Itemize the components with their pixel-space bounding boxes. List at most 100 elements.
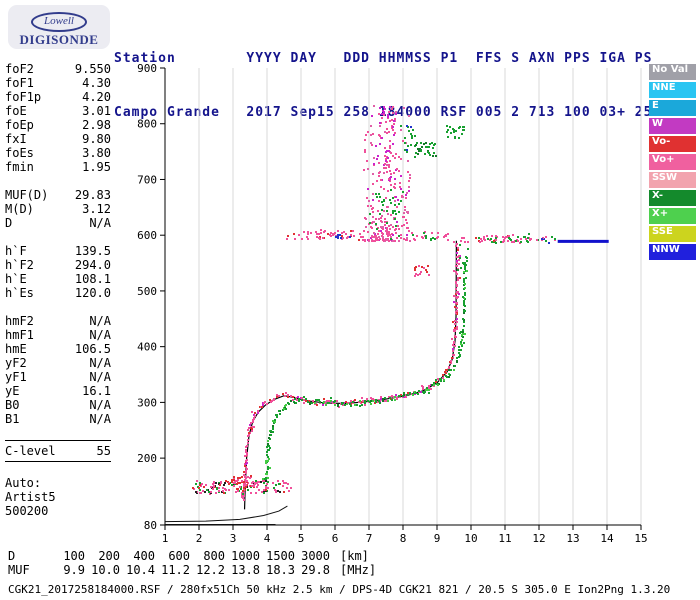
- y-tick-label: 500: [137, 285, 157, 298]
- digisonde-logo-text: DIGISONDE: [19, 32, 99, 47]
- muf-row: MUF 9.9 10.0 10.4 11.2 12.2 13.8 18.3 29.8 [MHz]: [8, 563, 376, 577]
- legend-item-ssw: SSW: [649, 172, 696, 188]
- y-tick-label: 800: [137, 118, 157, 131]
- x-tick-label: 15: [634, 532, 647, 545]
- legend-item-sse: SSE: [649, 226, 696, 242]
- param-row: fxI 9.80: [5, 132, 111, 146]
- param-label: h`Es: [5, 286, 34, 300]
- x-tick-label: 5: [298, 532, 305, 545]
- param-value: 4.30: [82, 76, 111, 90]
- param-label: foF1p: [5, 90, 42, 104]
- param-label: fxI: [5, 132, 27, 146]
- x-tick-label: 13: [566, 532, 579, 545]
- x-tick-label: 6: [332, 532, 339, 545]
- y-tick-label: 600: [137, 229, 157, 242]
- param-value: 294.0: [74, 258, 111, 272]
- param-row: D N/A: [5, 216, 111, 230]
- distance-row: D 100 200 400 600 800 1000 1500 3000 [km]: [8, 549, 376, 563]
- param-label: h`F: [5, 244, 27, 258]
- param-label: C-level: [5, 444, 56, 458]
- param-label: fmin: [5, 160, 34, 174]
- param-label: hmE: [5, 342, 27, 356]
- param-label: yF1: [5, 370, 27, 384]
- param-label: Auto:: [5, 476, 42, 490]
- param-row: yF2 N/A: [5, 356, 111, 370]
- legend-item-e: E: [649, 100, 696, 116]
- plot-lines: [164, 240, 457, 525]
- x-tick-label: 4: [264, 532, 271, 545]
- param-row: h`E 108.1: [5, 272, 111, 286]
- param-row: Artist5: [5, 490, 111, 504]
- param-panel: foF2 9.550 foF1 4.30 foF1p 4.20 foE 3.01 foEp 2.9…: [5, 62, 111, 532]
- param-value: 3.80: [82, 146, 111, 160]
- param-label: foEp: [5, 118, 34, 132]
- param-row: 500200: [5, 504, 111, 518]
- d-muf-table: D 100 200 400 600 800 1000 1500 3000 [km] MUF 9.9 10…: [8, 549, 376, 577]
- param-value: 108.1: [74, 272, 111, 286]
- muf-row-value: 10.4: [126, 563, 155, 577]
- param-value: N/A: [89, 398, 111, 412]
- param-value: 9.550: [74, 62, 111, 76]
- legend-item-vo-: Vo+: [649, 154, 696, 170]
- ionogram-plot: 1 2 3 4 5 6 7 8 9 10 11 12 13 14 158020030040050060070…: [137, 62, 648, 545]
- digisonde-logo: Lowell DIGISONDE: [8, 5, 110, 49]
- param-row: Auto:: [5, 476, 111, 490]
- legend-item-x-: X-: [649, 190, 696, 206]
- muf-row-value: 10.0: [91, 563, 120, 577]
- param-row: B0 N/A: [5, 398, 111, 412]
- param-label: foF1: [5, 76, 34, 90]
- x-tick-label: 10: [464, 532, 477, 545]
- param-row: M(D) 3.12: [5, 202, 111, 216]
- baseline-rise: [164, 505, 288, 523]
- param-row: foEp 2.98: [5, 118, 111, 132]
- header-field-names: Station YYYY DAY DDD HHMMSS P1 FFS S AXN…: [114, 51, 653, 66]
- param-label: B1: [5, 412, 20, 426]
- muf-row-value: 29.8: [301, 563, 330, 577]
- param-group: C-level 55: [5, 440, 111, 462]
- muf-row-value: 12.2: [196, 563, 225, 577]
- param-row: foE 3.01: [5, 104, 111, 118]
- param-label: hmF2: [5, 314, 34, 328]
- distance-row-value: 1500: [266, 549, 295, 563]
- distance-row-value: 100: [63, 549, 85, 563]
- param-group: Auto: Artist5 500200: [5, 476, 111, 518]
- param-value: 120.0: [74, 286, 111, 300]
- param-row: h`F 139.5: [5, 244, 111, 258]
- param-row: B1 N/A: [5, 412, 111, 426]
- param-value: 3.12: [82, 202, 111, 216]
- param-label: 500200: [5, 504, 49, 518]
- param-label: MUF(D): [5, 188, 49, 202]
- x-tick-label: 2: [196, 532, 203, 545]
- param-label: M(D): [5, 202, 34, 216]
- param-label: Artist5: [5, 490, 56, 504]
- param-value: N/A: [89, 328, 111, 342]
- legend-item-x-: X+: [649, 208, 696, 224]
- param-row: h`Es 120.0: [5, 286, 111, 300]
- x-tick-label: 11: [498, 532, 511, 545]
- x-tick-label: 1: [162, 532, 169, 545]
- param-label: foF2: [5, 62, 34, 76]
- param-label: foEs: [5, 146, 34, 160]
- legend-item-vo-: Vo-: [649, 136, 696, 152]
- legend-item-nne: NNE: [649, 82, 696, 98]
- param-row: C-level 55: [5, 444, 111, 458]
- param-group: foF2 9.550 foF1 4.30 foF1p 4.20 foE 3.01 foEp 2.9…: [5, 62, 111, 174]
- x-tick-label: 9: [434, 532, 441, 545]
- param-value: N/A: [89, 370, 111, 384]
- param-value: 16.1: [82, 384, 111, 398]
- distance-row-value: 400: [133, 549, 155, 563]
- param-label: foE: [5, 104, 27, 118]
- muf-row-value: 13.8: [231, 563, 260, 577]
- distance-row-unit: [km]: [340, 549, 369, 563]
- footer-info: CGK21_2017258184000.RSF / 280fx51Ch 50 k…: [8, 583, 671, 596]
- param-value: N/A: [89, 356, 111, 370]
- header-field-values: Campo Grande 2017 Sep15 258 184000 RSF 0…: [114, 105, 653, 120]
- param-label: yE: [5, 384, 20, 398]
- param-label: B0: [5, 398, 20, 412]
- param-label: h`F2: [5, 258, 34, 272]
- param-value: N/A: [89, 314, 111, 328]
- x-tick-label: 12: [532, 532, 545, 545]
- param-label: yF2: [5, 356, 27, 370]
- param-value: 106.5: [74, 342, 111, 356]
